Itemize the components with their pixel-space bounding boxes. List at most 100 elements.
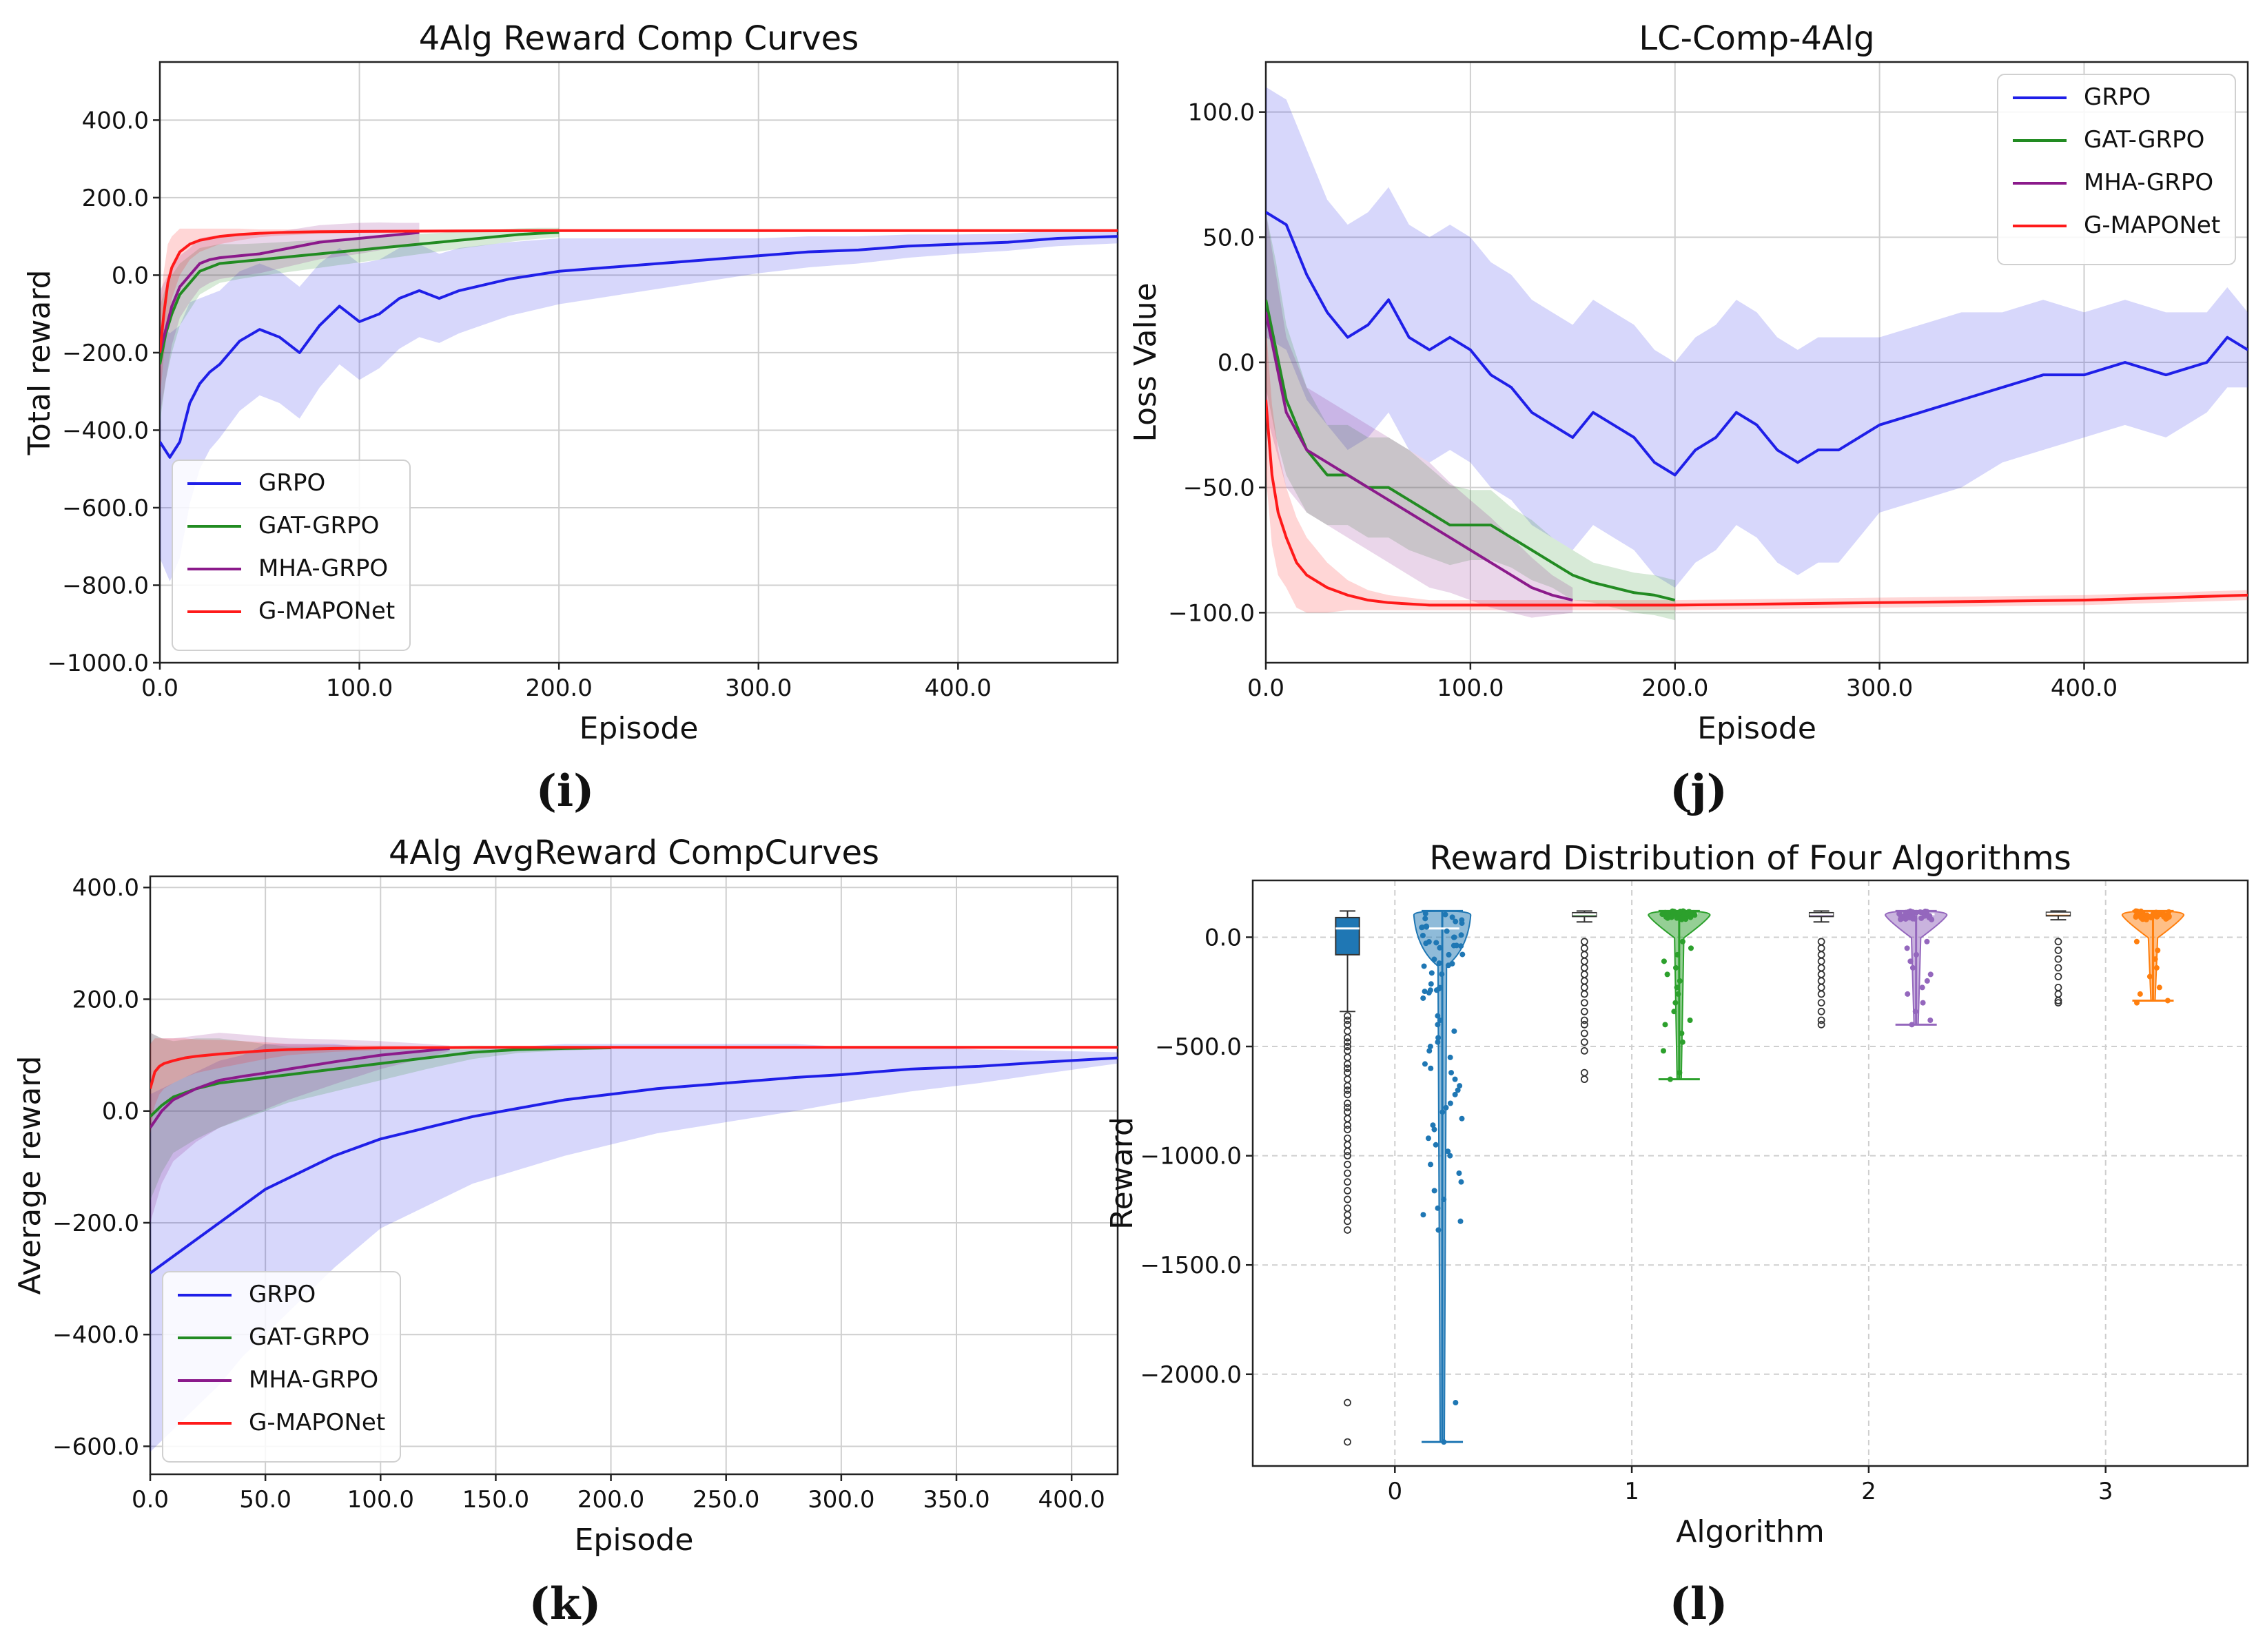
jitter-point bbox=[1451, 934, 1457, 940]
outlier-point bbox=[2054, 984, 2062, 991]
outlier-point bbox=[2054, 938, 2062, 946]
y-axis-label: Loss Value bbox=[1128, 282, 1163, 442]
jitter-point bbox=[1907, 908, 1914, 914]
outlier-point bbox=[2054, 964, 2062, 972]
jitter-point bbox=[1458, 932, 1464, 938]
jitter-point bbox=[1659, 911, 1666, 918]
jitter-point bbox=[1435, 1035, 1442, 1041]
jitter-point bbox=[1679, 1039, 1685, 1045]
jitter-point bbox=[2151, 911, 2157, 917]
jitter-point bbox=[1435, 1013, 1441, 1019]
series-line-g-maponet bbox=[150, 1046, 1118, 1089]
series-band-mha-grpo bbox=[160, 222, 420, 415]
outlier-point bbox=[1344, 1226, 1351, 1234]
jitter-point bbox=[1457, 1218, 1464, 1224]
jitter-point bbox=[1439, 1109, 1446, 1115]
x-tick-label: 1 bbox=[1624, 1478, 1639, 1505]
x-tick-label: 150.0 bbox=[462, 1486, 529, 1514]
jitter-point bbox=[1675, 991, 1681, 997]
jitter-point bbox=[1444, 928, 1450, 934]
y-tick-label: −100.0 bbox=[1168, 599, 1255, 627]
series-band-grpo bbox=[1266, 87, 2248, 588]
jitter-point bbox=[1673, 964, 1679, 971]
outlier-point bbox=[1580, 1007, 1588, 1015]
outlier-point bbox=[1344, 1134, 1351, 1142]
jitter-point bbox=[1420, 995, 1426, 1001]
jitter-point bbox=[1427, 1044, 1433, 1050]
jitter-point bbox=[1433, 940, 1439, 946]
outlier-point bbox=[1580, 1016, 1588, 1024]
outlier-point bbox=[1344, 1016, 1351, 1024]
legend-box bbox=[162, 1271, 401, 1463]
outlier-point bbox=[1344, 1042, 1351, 1051]
jitter-point bbox=[1422, 916, 1428, 922]
outlier-point bbox=[1344, 1020, 1351, 1029]
series-line-grpo bbox=[150, 1056, 1118, 1274]
y-tick-label: 200.0 bbox=[82, 185, 149, 212]
x-axis-label: Episode bbox=[580, 711, 699, 746]
legend: GRPO GAT-GRPO MHA-GRPO G-MAPONet bbox=[172, 460, 411, 651]
outlier-point bbox=[1580, 970, 1588, 978]
series-line-g-maponet bbox=[1266, 400, 2248, 607]
jitter-point bbox=[1674, 984, 1680, 991]
jitter-point bbox=[1677, 1070, 1683, 1076]
chart-j: 0.0 100.0 200.0 300.0 400.0 −100.0 −50.0 0.0 50.… bbox=[1128, 19, 2249, 746]
y-tick-label: −500.0 bbox=[1155, 1033, 1242, 1061]
y-tick-label: 50.0 bbox=[1202, 224, 1255, 251]
jitter-point bbox=[1431, 1188, 1437, 1194]
jitter-point bbox=[1692, 912, 1698, 918]
legend-box bbox=[1997, 74, 2236, 265]
x-tick-label: 3 bbox=[2098, 1478, 2113, 1505]
jitter-point bbox=[1926, 915, 1932, 921]
y-tick-label: 0.0 bbox=[102, 1098, 139, 1126]
outlier-point bbox=[1344, 1099, 1351, 1107]
jitter-point bbox=[1422, 1061, 1428, 1067]
jitter-point bbox=[2166, 913, 2172, 920]
series-line-mha-grpo bbox=[1266, 311, 1573, 602]
outlier-point bbox=[1817, 999, 1825, 1007]
y-tick-label: 400.0 bbox=[82, 107, 149, 134]
outlier-point bbox=[1344, 1160, 1351, 1168]
outlier-point bbox=[1344, 1398, 1351, 1407]
jitter-point bbox=[1903, 913, 1909, 919]
jitter-point bbox=[1907, 958, 1914, 964]
jitter-point bbox=[1452, 1076, 1458, 1082]
x-axis-label: Episode bbox=[1697, 711, 1816, 746]
y-tick-label: −800.0 bbox=[62, 572, 149, 599]
outlier-point bbox=[1344, 1060, 1351, 1068]
x-tick-label: 100.0 bbox=[347, 1486, 414, 1514]
jitter-point bbox=[1425, 1135, 1431, 1142]
series-band-grpo bbox=[160, 229, 1118, 581]
outlier-point bbox=[1344, 1169, 1351, 1177]
jitter-point bbox=[1428, 1161, 1434, 1168]
jitter-point bbox=[1433, 987, 1439, 993]
jitter-point bbox=[1435, 1227, 1442, 1233]
jitter-point bbox=[1913, 951, 1919, 958]
legend: GRPO GAT-GRPO MHA-GRPO G-MAPONet bbox=[162, 1271, 401, 1463]
jitter-point bbox=[2153, 964, 2160, 971]
legend-label: GAT-GRPO bbox=[2084, 126, 2204, 154]
y-tick-label: 200.0 bbox=[72, 986, 139, 1013]
y-tick-label: 400.0 bbox=[72, 874, 139, 902]
y-tick-label: −1500.0 bbox=[1140, 1252, 1242, 1279]
jitter-point bbox=[2166, 909, 2172, 915]
plot-area bbox=[150, 1033, 1118, 1452]
outlier-point bbox=[1344, 1126, 1351, 1133]
outlier-point bbox=[1817, 984, 1825, 991]
x-tick-label: 0.0 bbox=[132, 1486, 169, 1514]
y-tick-label: 0.0 bbox=[112, 262, 149, 289]
jitter-point bbox=[1920, 1000, 1926, 1006]
jitter-point bbox=[2164, 998, 2171, 1004]
jitter-point bbox=[2140, 911, 2146, 917]
outlier-point bbox=[1344, 1038, 1351, 1046]
x-tick-label: 100.0 bbox=[1437, 674, 1504, 702]
chart-title: LC-Comp-4Alg bbox=[1639, 19, 1874, 58]
jitter-point bbox=[1420, 932, 1426, 938]
legend-label: G-MAPONet bbox=[249, 1409, 385, 1436]
outlier-point bbox=[1580, 1046, 1588, 1055]
jitter-point bbox=[2156, 910, 2162, 916]
outlier-point bbox=[1344, 1217, 1351, 1226]
jitter-point bbox=[1677, 978, 1683, 984]
outlier-point bbox=[1344, 1064, 1351, 1073]
jitter-point bbox=[2133, 914, 2139, 920]
